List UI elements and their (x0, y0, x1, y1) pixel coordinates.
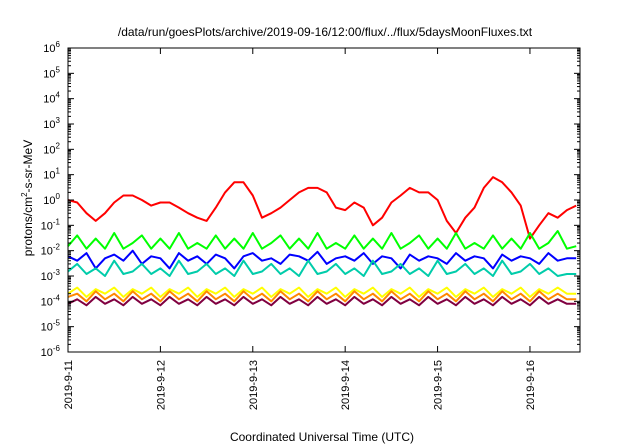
y-tick-label-exp: -2 (53, 243, 61, 252)
series-line-1 (67, 176, 577, 240)
y-tick-label: 100 (43, 192, 60, 207)
y-tick-label-exp: -5 (53, 319, 61, 328)
y-tick-label: 106 (43, 40, 60, 55)
series-line-2 (67, 230, 577, 250)
y-tick-label-exp: 3 (56, 116, 61, 125)
y-tick-label: 102 (43, 141, 60, 156)
y-tick-label-base: 10 (41, 322, 53, 334)
series-line-7 (67, 295, 577, 307)
y-axis-label-rest: -s-sr-MeV (21, 140, 35, 193)
y-tick-label-exp: -4 (53, 293, 61, 302)
y-tick-label-exp: 5 (56, 65, 61, 74)
series-line-5 (67, 286, 577, 298)
y-axis-label: protons/cm2-s-sr-MeV (20, 140, 35, 256)
y-tick-label-base: 10 (41, 347, 53, 359)
y-axis-label-exp: 2 (20, 192, 29, 197)
y-tick-label-base: 10 (43, 94, 55, 106)
y-tick-label: 103 (43, 116, 60, 131)
y-tick-label: 10-5 (41, 319, 61, 334)
y-tick-label-exp: 4 (56, 91, 61, 100)
y-tick-label: 105 (43, 65, 60, 80)
series-line-3 (67, 249, 577, 270)
y-tick-label-exp: -1 (53, 217, 61, 226)
y-tick-label-base: 10 (41, 246, 53, 258)
y-tick-label: 101 (43, 167, 60, 182)
x-tick-label: 2019-9-15 (433, 360, 445, 410)
plot-frame (67, 47, 581, 353)
x-tick-label: 2019-9-13 (248, 360, 260, 410)
y-tick-label-base: 10 (41, 296, 53, 308)
y-tick-label-base: 10 (43, 170, 55, 182)
y-tick-label: 10-4 (41, 293, 61, 308)
y-tick-label-base: 10 (43, 144, 55, 156)
y-tick-label-exp: 6 (56, 40, 61, 49)
series-layer (67, 176, 577, 307)
y-tick-label-exp: -6 (53, 344, 61, 353)
y-tick-label-base: 10 (43, 43, 55, 55)
y-axis-label-base: protons/cm (21, 197, 35, 256)
x-axis-label: Coordinated Universal Time (UTC) (230, 430, 414, 444)
y-tick-label-exp: 1 (56, 167, 61, 176)
chart-title: /data/run/goesPlots/archive/2019-09-16/1… (118, 25, 533, 39)
axes-layer: 10-610-510-410-310-210-11001011021031041… (41, 40, 581, 410)
y-tick-label: 10-1 (41, 217, 61, 232)
y-tick-label: 10-6 (41, 344, 61, 359)
y-tick-label: 10-3 (41, 268, 61, 283)
y-tick-label-base: 10 (41, 271, 53, 283)
y-tick-label-exp: 2 (56, 141, 61, 150)
x-tick-label: 2019-9-16 (525, 360, 537, 410)
x-tick-label: 2019-9-14 (340, 360, 352, 410)
y-tick-label-exp: 0 (56, 192, 61, 201)
y-tick-label-base: 10 (43, 68, 55, 80)
y-tick-label: 10-2 (41, 243, 61, 258)
x-tick-label: 2019-9-12 (155, 360, 167, 410)
y-tick-label-exp: -3 (53, 268, 61, 277)
y-tick-label-base: 10 (43, 119, 55, 131)
y-tick-label-base: 10 (43, 195, 55, 207)
series-line-4 (67, 259, 577, 277)
y-tick-label-base: 10 (41, 220, 53, 232)
y-tick-label: 104 (43, 91, 60, 106)
series-line-6 (67, 290, 577, 303)
x-tick-label: 2019-9-11 (63, 360, 75, 409)
